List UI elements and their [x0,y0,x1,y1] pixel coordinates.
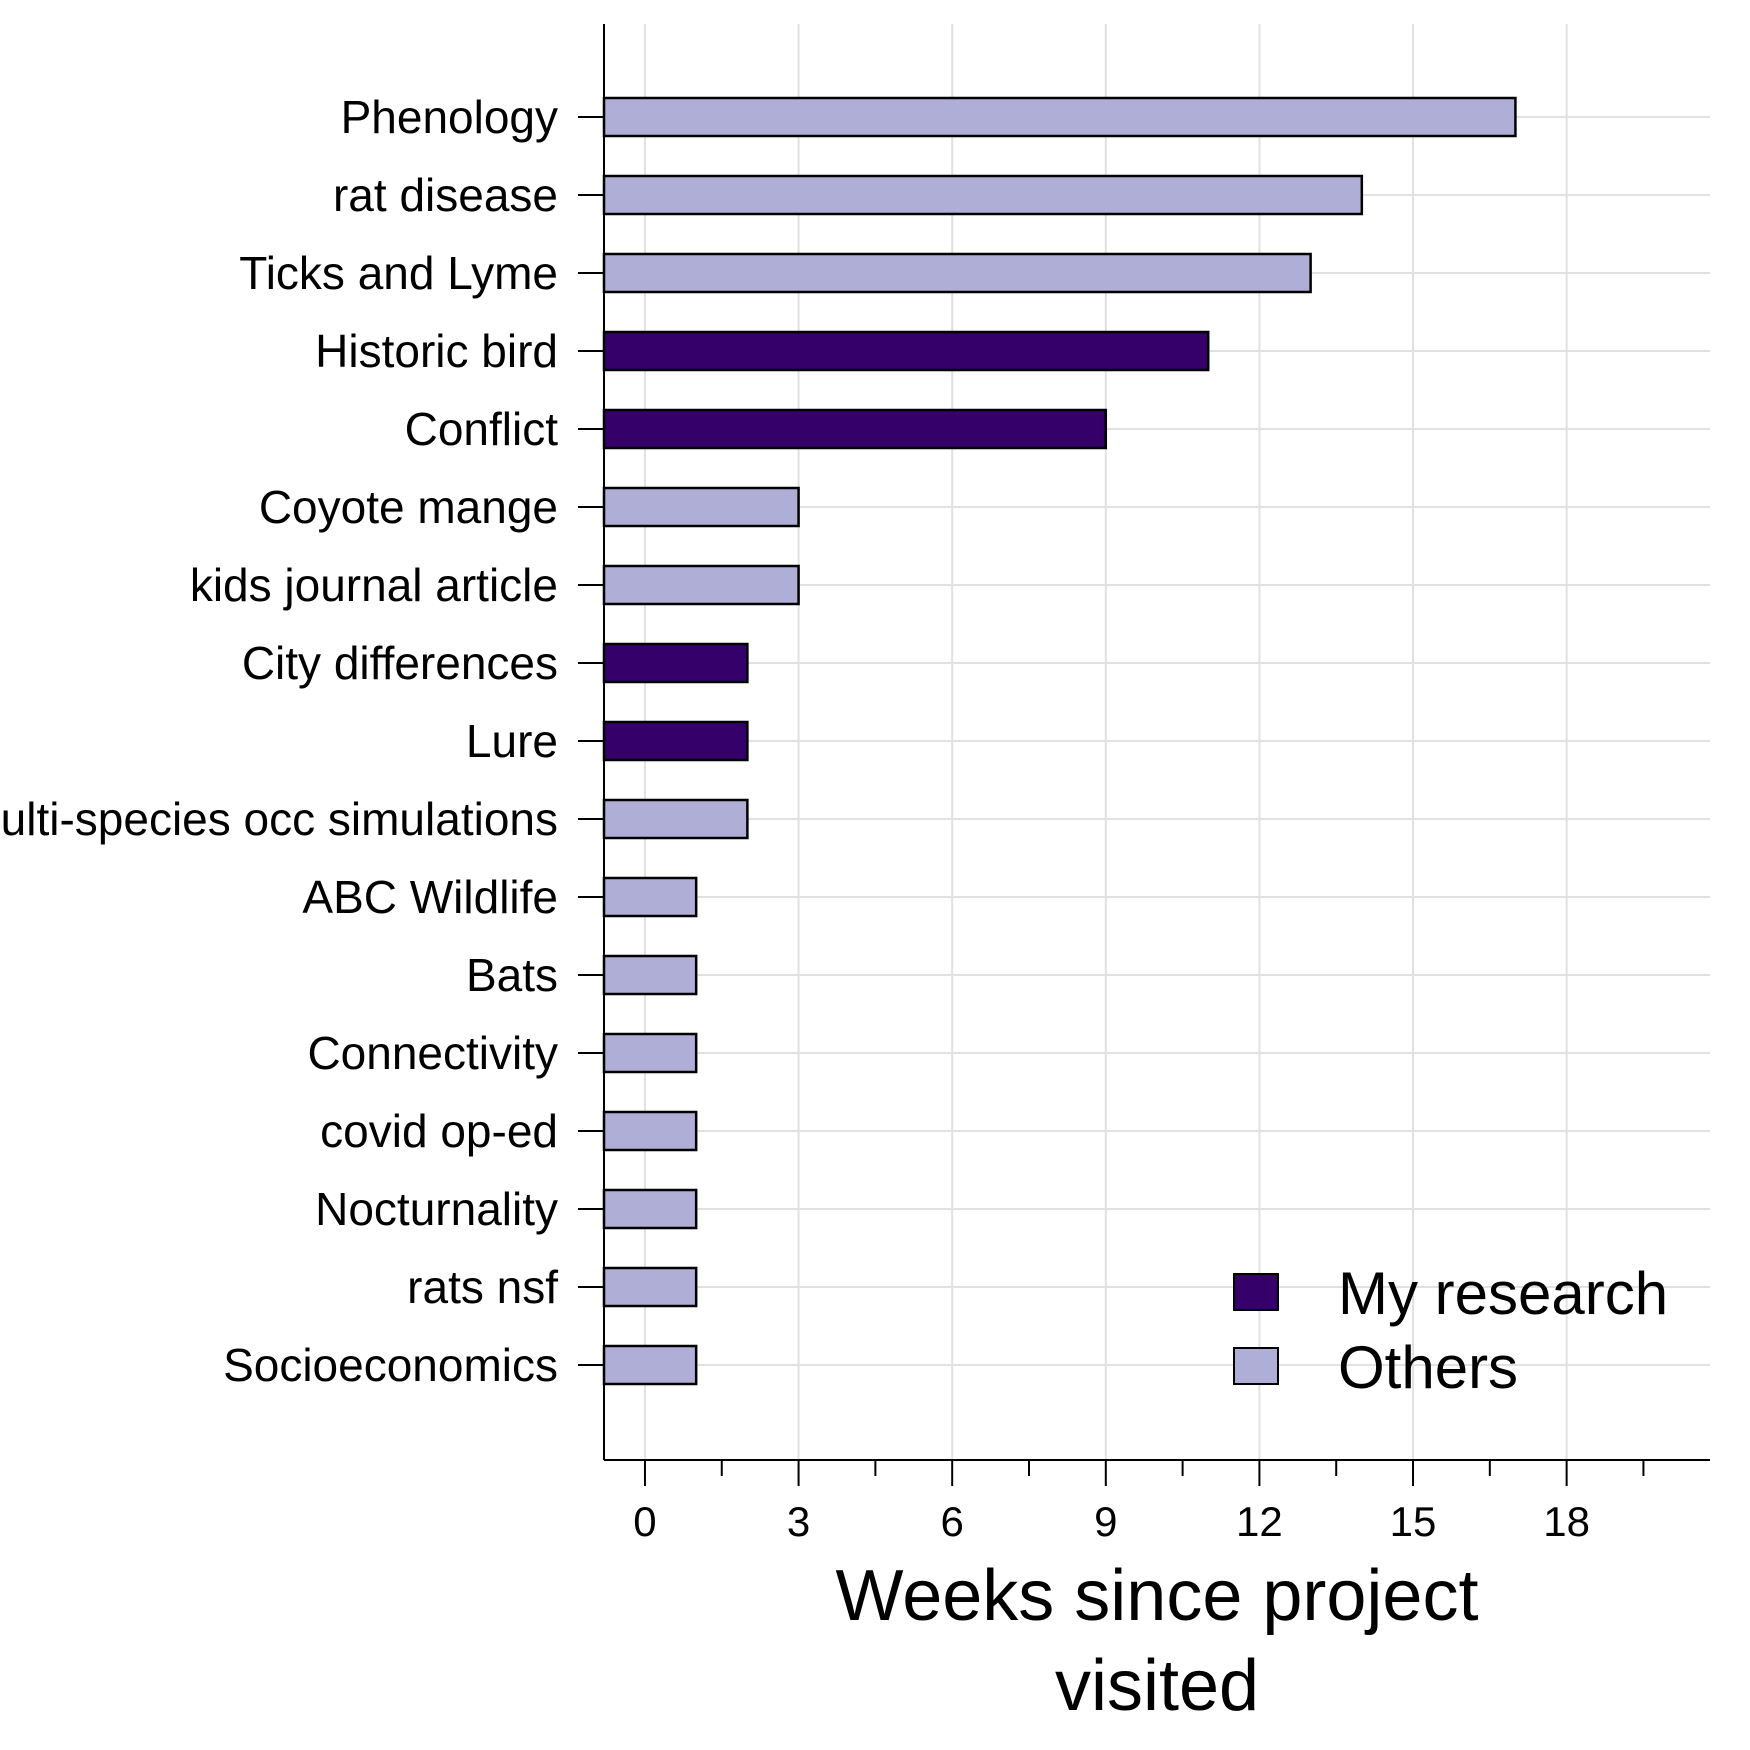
x-tick-label-6: 6 [941,1498,964,1545]
y-tick-label-covid-op-ed: covid op-ed [320,1105,558,1157]
bar-rats-nsf [602,1266,698,1308]
y-tick-label-multi-species-occ-simulations: Multi-species occ simulations [0,793,558,845]
y-tick-label-historic-bird: Historic bird [315,325,558,377]
y-tick-label-abc-wildlife: ABC Wildlife [302,871,558,923]
legend: My research Others [1233,1260,1668,1401]
bar-ticks-and-lyme [602,252,1312,294]
y-tick-label-kids-journal-article: kids journal article [190,559,558,611]
y-tick-label-connectivity: Connectivity [307,1027,558,1079]
bar-kids-journal-article [602,564,800,606]
bar-multi-species-occ-simulations [602,798,749,840]
y-tick-label-socioeconomics: Socioeconomics [223,1339,558,1391]
x-axis-title-line-1: Weeks since project [836,1556,1479,1636]
y-axis-ticks: Phenology rat disease Ticks and Lyme Histor… [0,91,604,1391]
legend-swatch-my-research [1233,1273,1279,1311]
y-tick-label-rat-disease: rat disease [333,169,558,221]
bar-city-differences [602,642,749,684]
x-axis-ticks: 0 3 6 9 12 15 18 [633,1460,1645,1545]
bars [602,96,1517,1386]
x-tick-label-9: 9 [1094,1498,1117,1545]
y-tick-label-phenology: Phenology [341,91,558,143]
x-tick-label-3: 3 [787,1498,810,1545]
horizontal-gridlines [604,116,1710,1366]
x-tick-label-12: 12 [1236,1498,1283,1545]
bar-nocturnality [602,1188,698,1230]
bar-socioeconomics [602,1344,698,1386]
bar-abc-wildlife [602,876,698,918]
legend-label-others: Others [1338,1334,1518,1401]
bar-lure [602,720,749,762]
y-tick-label-coyote-mange: Coyote mange [259,481,558,533]
x-tick-label-0: 0 [633,1498,656,1545]
bar-connectivity [602,1032,698,1074]
y-tick-label-rats-nsf: rats nsf [407,1261,558,1313]
bar-covid-op-ed [602,1110,698,1152]
y-tick-label-ticks-and-lyme: Ticks and Lyme [239,247,558,299]
x-tick-label-18: 18 [1543,1498,1590,1545]
bar-conflict [602,408,1108,450]
bar-historic-bird [602,330,1210,372]
bar-phenology [602,96,1517,138]
x-tick-label-15: 15 [1390,1498,1437,1545]
bar-bats [602,954,698,996]
x-axis-title-line-2: visited [1055,1646,1259,1726]
y-tick-label-conflict: Conflict [405,403,559,455]
bar-rat-disease [602,174,1364,216]
y-tick-label-lure: Lure [466,715,558,767]
legend-label-my-research: My research [1338,1260,1668,1327]
bar-coyote-mange [602,486,800,528]
y-tick-label-bats: Bats [466,949,558,1001]
legend-swatch-others [1233,1347,1279,1385]
y-tick-label-city-differences: City differences [242,637,558,689]
y-tick-label-nocturnality: Nocturnality [315,1183,558,1235]
